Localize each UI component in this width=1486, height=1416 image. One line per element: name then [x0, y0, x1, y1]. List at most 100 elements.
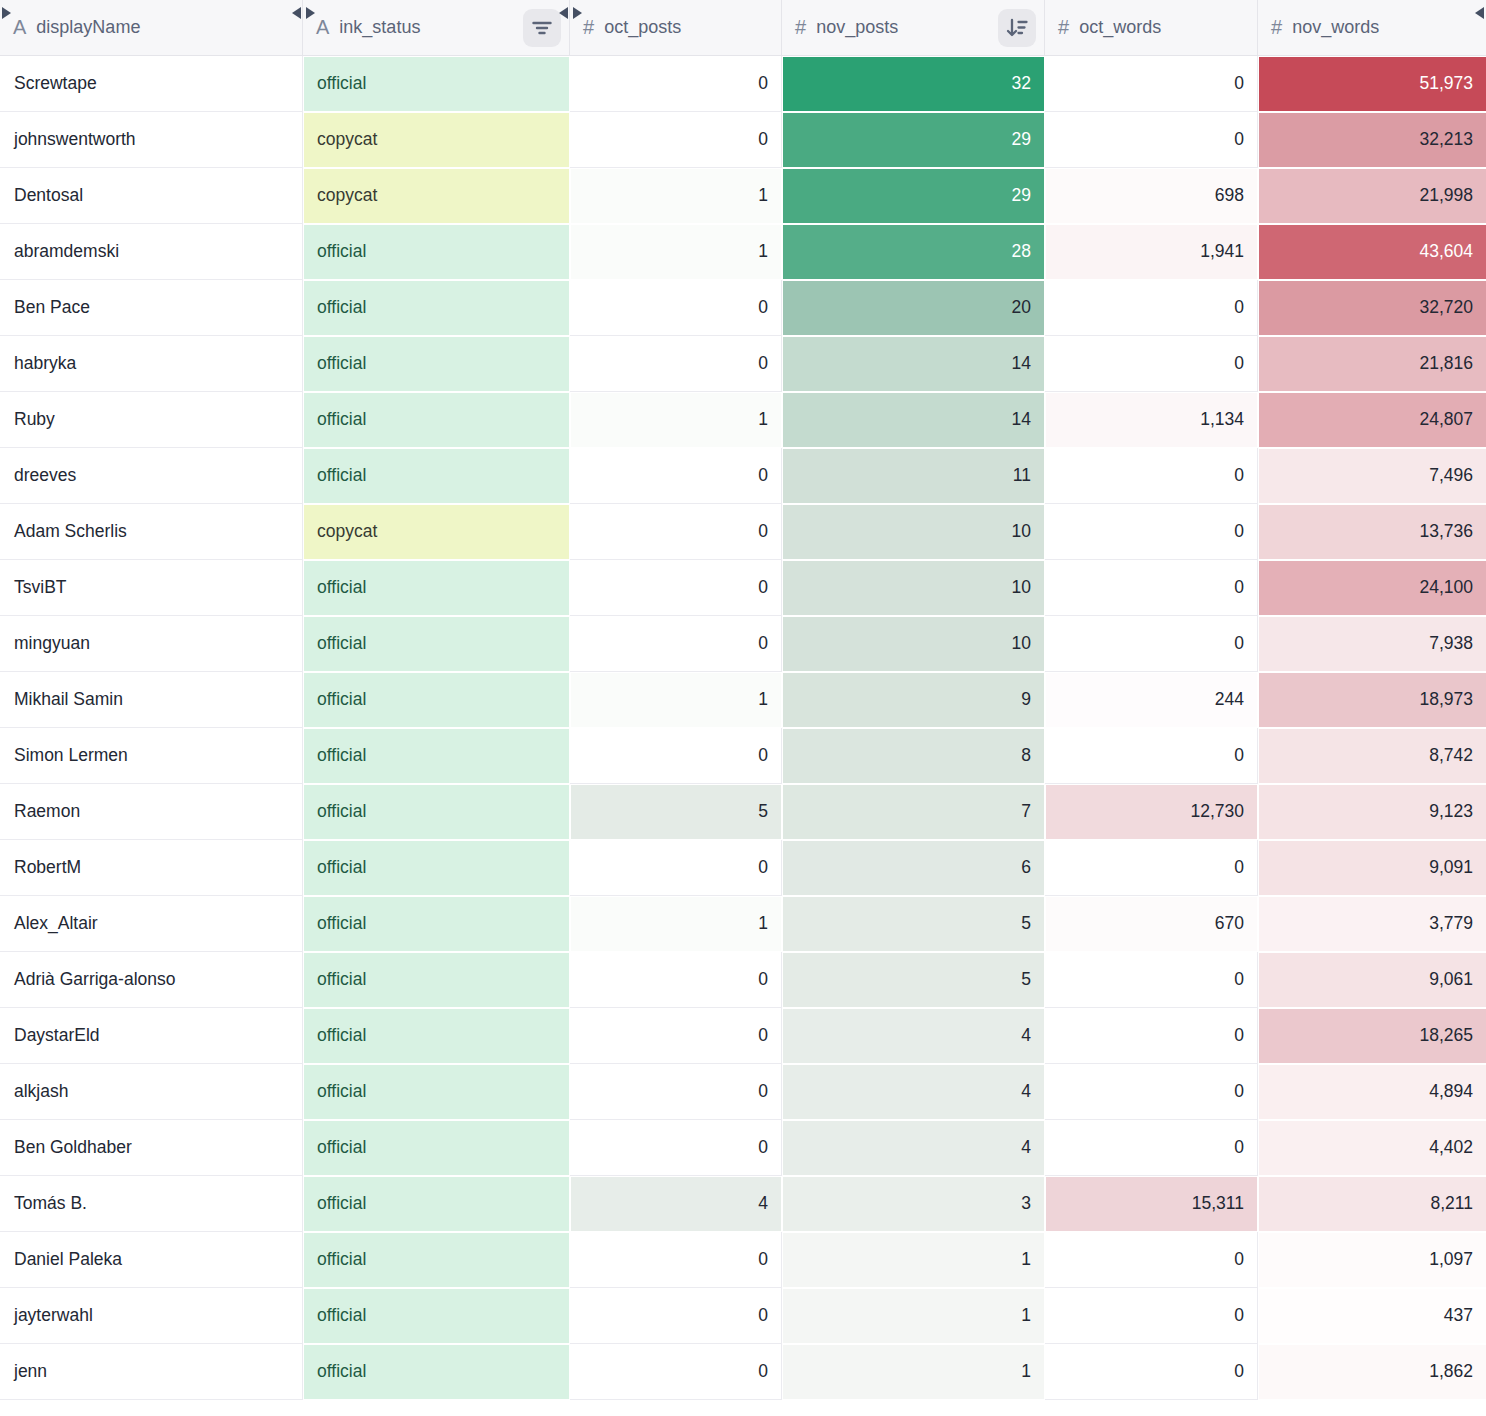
cell-oct-posts[interactable]: 0 [570, 616, 782, 672]
cell-nov-words[interactable]: 32,720 [1258, 280, 1486, 336]
cell-ink-status[interactable]: official [303, 672, 570, 728]
cell-displayname[interactable]: jenn [0, 1344, 303, 1400]
cell-nov-words[interactable]: 24,100 [1258, 560, 1486, 616]
cell-ink-status[interactable]: official [303, 56, 570, 112]
sort-button[interactable] [998, 9, 1036, 47]
cell-displayname[interactable]: abramdemski [0, 224, 303, 280]
cell-oct-posts[interactable]: 1 [570, 168, 782, 224]
column-header-nov-words[interactable]: # nov_words [1258, 0, 1486, 56]
cell-nov-posts[interactable]: 9 [782, 672, 1045, 728]
cell-displayname[interactable]: Ben Pace [0, 280, 303, 336]
cell-nov-words[interactable]: 1,097 [1258, 1232, 1486, 1288]
cell-displayname[interactable]: Adam Scherlis [0, 504, 303, 560]
cell-nov-words[interactable]: 8,742 [1258, 728, 1486, 784]
cell-nov-posts[interactable]: 4 [782, 1064, 1045, 1120]
cell-displayname[interactable]: dreeves [0, 448, 303, 504]
cell-nov-posts[interactable]: 11 [782, 448, 1045, 504]
cell-oct-words[interactable]: 0 [1045, 952, 1258, 1008]
cell-oct-words[interactable]: 0 [1045, 1064, 1258, 1120]
cell-oct-posts[interactable]: 0 [570, 840, 782, 896]
column-resize-handle[interactable] [0, 7, 11, 20]
cell-displayname[interactable]: Dentosal [0, 168, 303, 224]
cell-oct-words[interactable]: 244 [1045, 672, 1258, 728]
cell-oct-posts[interactable]: 0 [570, 1008, 782, 1064]
cell-oct-posts[interactable]: 1 [570, 896, 782, 952]
cell-displayname[interactable]: DaystarEld [0, 1008, 303, 1064]
cell-nov-posts[interactable]: 32 [782, 56, 1045, 112]
cell-displayname[interactable]: Simon Lermen [0, 728, 303, 784]
cell-ink-status[interactable]: official [303, 896, 570, 952]
cell-displayname[interactable]: Alex_Altair [0, 896, 303, 952]
cell-displayname[interactable]: Adrià Garriga-alonso [0, 952, 303, 1008]
cell-nov-words[interactable]: 437 [1258, 1288, 1486, 1344]
cell-ink-status[interactable]: copycat [303, 168, 570, 224]
cell-nov-words[interactable]: 7,938 [1258, 616, 1486, 672]
cell-oct-posts[interactable]: 4 [570, 1176, 782, 1232]
cell-oct-posts[interactable]: 5 [570, 784, 782, 840]
cell-nov-words[interactable]: 9,123 [1258, 784, 1486, 840]
cell-displayname[interactable]: Raemon [0, 784, 303, 840]
cell-nov-words[interactable]: 18,973 [1258, 672, 1486, 728]
cell-nov-posts[interactable]: 7 [782, 784, 1045, 840]
cell-nov-posts[interactable]: 1 [782, 1344, 1045, 1400]
cell-displayname[interactable]: habryka [0, 336, 303, 392]
cell-nov-posts[interactable]: 20 [782, 280, 1045, 336]
cell-oct-posts[interactable]: 0 [570, 1232, 782, 1288]
cell-oct-posts[interactable]: 0 [570, 728, 782, 784]
cell-oct-words[interactable]: 0 [1045, 336, 1258, 392]
cell-oct-posts[interactable]: 0 [570, 280, 782, 336]
cell-ink-status[interactable]: official [303, 1008, 570, 1064]
cell-ink-status[interactable]: official [303, 840, 570, 896]
cell-nov-posts[interactable]: 10 [782, 616, 1045, 672]
cell-ink-status[interactable]: official [303, 336, 570, 392]
cell-displayname[interactable]: Tomás B. [0, 1176, 303, 1232]
cell-oct-posts[interactable]: 0 [570, 504, 782, 560]
cell-ink-status[interactable]: copycat [303, 112, 570, 168]
cell-nov-words[interactable]: 51,973 [1258, 56, 1486, 112]
cell-oct-posts[interactable]: 1 [570, 672, 782, 728]
cell-displayname[interactable]: Mikhail Samin [0, 672, 303, 728]
cell-oct-words[interactable]: 1,941 [1045, 224, 1258, 280]
cell-nov-posts[interactable]: 14 [782, 392, 1045, 448]
cell-ink-status[interactable]: official [303, 560, 570, 616]
cell-ink-status[interactable]: copycat [303, 504, 570, 560]
cell-ink-status[interactable]: official [303, 1232, 570, 1288]
cell-oct-words[interactable]: 0 [1045, 56, 1258, 112]
cell-nov-words[interactable]: 21,998 [1258, 168, 1486, 224]
column-header-ink-status[interactable]: A ink_status [303, 0, 570, 56]
cell-displayname[interactable]: Ben Goldhaber [0, 1120, 303, 1176]
column-resize-handle[interactable] [292, 7, 315, 20]
cell-oct-posts[interactable]: 1 [570, 392, 782, 448]
cell-ink-status[interactable]: official [303, 1288, 570, 1344]
cell-oct-words[interactable]: 0 [1045, 560, 1258, 616]
cell-nov-words[interactable]: 21,816 [1258, 336, 1486, 392]
cell-ink-status[interactable]: official [303, 784, 570, 840]
cell-nov-posts[interactable]: 29 [782, 168, 1045, 224]
cell-ink-status[interactable]: official [303, 616, 570, 672]
cell-oct-posts[interactable]: 1 [570, 224, 782, 280]
cell-nov-posts[interactable]: 28 [782, 224, 1045, 280]
cell-ink-status[interactable]: official [303, 280, 570, 336]
cell-nov-words[interactable]: 9,091 [1258, 840, 1486, 896]
cell-oct-posts[interactable]: 0 [570, 1344, 782, 1400]
cell-displayname[interactable]: Screwtape [0, 56, 303, 112]
cell-nov-words[interactable]: 1,862 [1258, 1344, 1486, 1400]
cell-nov-posts[interactable]: 6 [782, 840, 1045, 896]
cell-displayname[interactable]: jayterwahl [0, 1288, 303, 1344]
cell-oct-posts[interactable]: 0 [570, 448, 782, 504]
cell-nov-words[interactable]: 9,061 [1258, 952, 1486, 1008]
cell-oct-posts[interactable]: 0 [570, 1120, 782, 1176]
cell-oct-words[interactable]: 0 [1045, 728, 1258, 784]
cell-oct-posts[interactable]: 0 [570, 1064, 782, 1120]
cell-nov-words[interactable]: 24,807 [1258, 392, 1486, 448]
cell-nov-posts[interactable]: 5 [782, 896, 1045, 952]
column-resize-handle[interactable] [559, 7, 582, 20]
cell-nov-posts[interactable]: 4 [782, 1120, 1045, 1176]
column-header-nov-posts[interactable]: # nov_posts [782, 0, 1045, 56]
cell-nov-posts[interactable]: 1 [782, 1232, 1045, 1288]
cell-nov-posts[interactable]: 10 [782, 560, 1045, 616]
cell-nov-posts[interactable]: 5 [782, 952, 1045, 1008]
cell-oct-words[interactable]: 0 [1045, 616, 1258, 672]
cell-nov-words[interactable]: 43,604 [1258, 224, 1486, 280]
cell-nov-words[interactable]: 18,265 [1258, 1008, 1486, 1064]
